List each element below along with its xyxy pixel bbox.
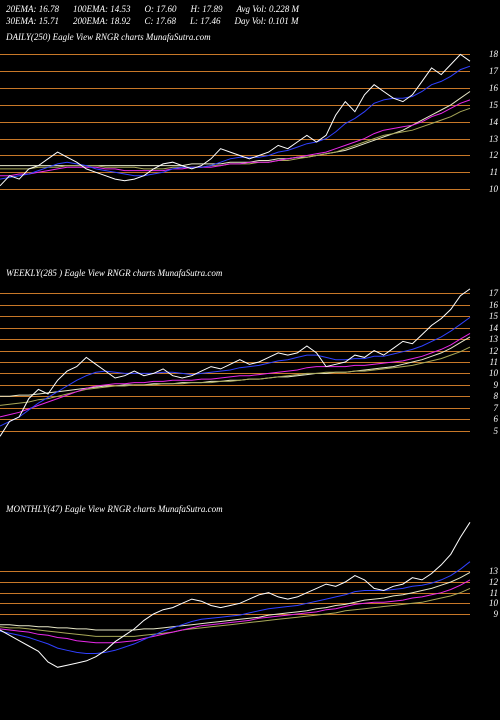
- panel-title-weekly: WEEKLY(285 ) Eagle View RNGR charts Muna…: [6, 268, 222, 278]
- close-label: C: 17.68: [145, 16, 177, 28]
- panel-title-daily: DAILY(250) Eagle View RNGR charts Munafa…: [6, 32, 211, 42]
- series-price: [0, 289, 470, 436]
- chart-svg-weekly: [0, 282, 500, 442]
- ema100-label: 100EMA: 14.53: [73, 4, 131, 16]
- series-magenta: [0, 100, 470, 176]
- header-stats: 20EMA: 16.78 100EMA: 14.53 O: 17.60 H: 1…: [6, 4, 299, 27]
- series-cream: [0, 572, 470, 630]
- series-blue: [0, 317, 470, 426]
- series-magenta: [0, 333, 470, 417]
- dayvol-label: Day Vol: 0.101 M: [235, 16, 299, 28]
- series-olive: [0, 108, 470, 169]
- chart-svg-daily: [0, 46, 500, 206]
- ema20-label: 20EMA: 16.78: [6, 4, 59, 16]
- ema30-label: 30EMA: 15.71: [6, 16, 59, 28]
- ema200-label: 200EMA: 18.92: [73, 16, 131, 28]
- chart-svg-monthly: [0, 518, 500, 678]
- series-cream: [0, 92, 470, 166]
- chart-panel-daily: DAILY(250) Eagle View RNGR charts Munafa…: [0, 46, 500, 206]
- high-label: H: 17.89: [191, 4, 223, 16]
- open-label: O: 17.60: [145, 4, 177, 16]
- avgvol-label: Avg Vol: 0.228 M: [237, 4, 300, 16]
- low-label: L: 17.46: [190, 16, 221, 28]
- panel-title-monthly: MONTHLY(47) Eagle View RNGR charts Munaf…: [6, 504, 223, 514]
- chart-panel-weekly: WEEKLY(285 ) Eagle View RNGR charts Muna…: [0, 282, 500, 442]
- chart-panel-monthly: MONTHLY(47) Eagle View RNGR charts Munaf…: [0, 518, 500, 678]
